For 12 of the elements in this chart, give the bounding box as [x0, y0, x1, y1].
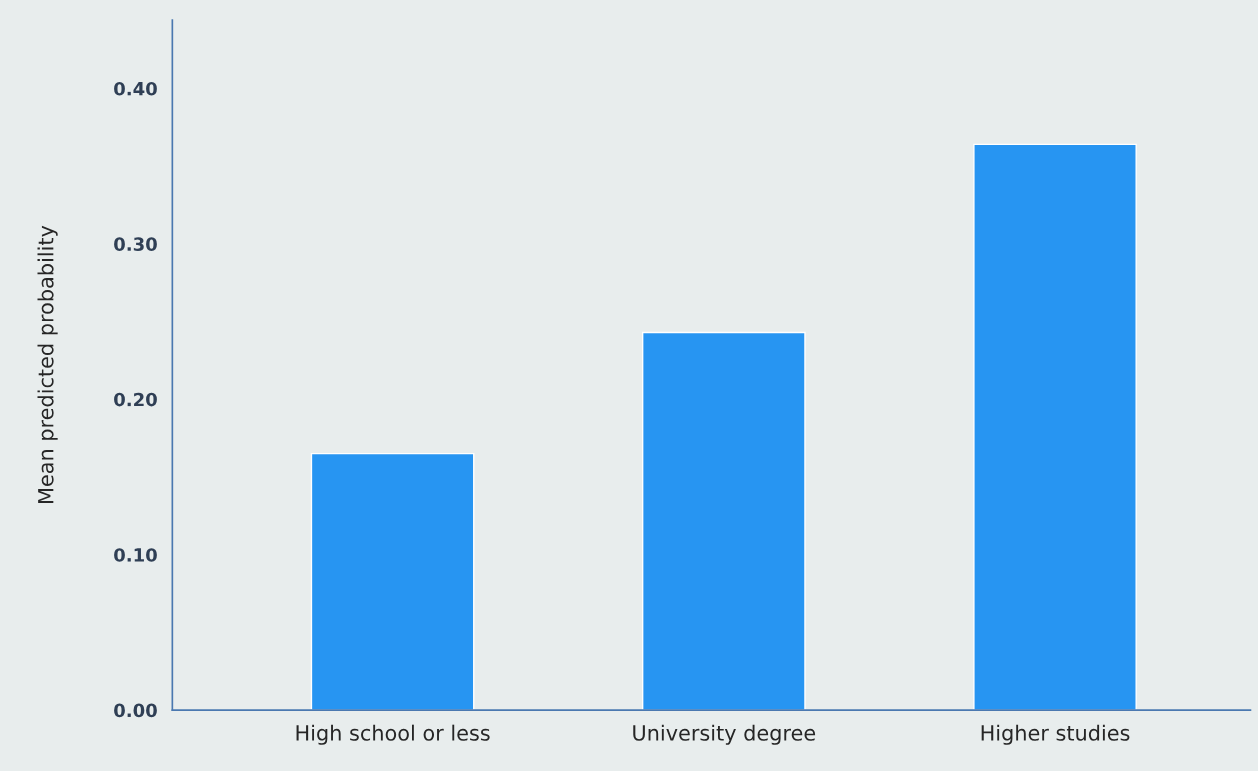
- x-tick-label: High school or less: [296, 724, 490, 745]
- y-tick-label: 0.40: [114, 81, 157, 96]
- bar: [641, 331, 806, 711]
- x-tick-label: University degree: [633, 724, 816, 745]
- y-tick-label: 0.10: [114, 548, 157, 562]
- x-tick-label: Higher studies: [981, 724, 1130, 745]
- bar: [973, 143, 1137, 711]
- bar: [310, 452, 475, 711]
- y-tick-label: 0.00: [114, 703, 157, 718]
- y-axis-title: Mean predicted probability: [37, 225, 58, 504]
- y-tick-label: 0.30: [114, 237, 157, 251]
- y-tick-label: 0.20: [114, 392, 157, 407]
